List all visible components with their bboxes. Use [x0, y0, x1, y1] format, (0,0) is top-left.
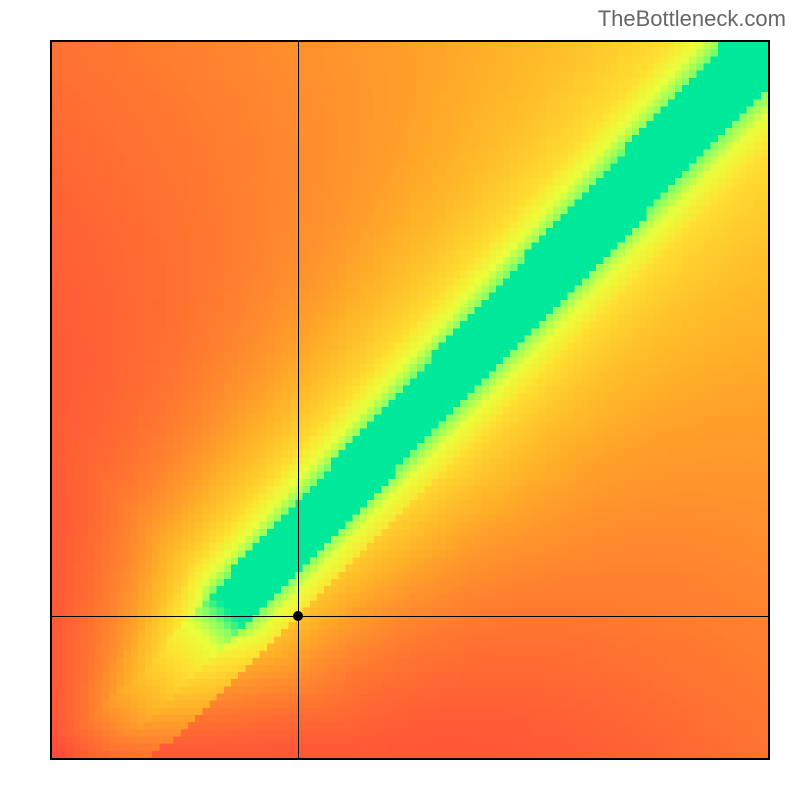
crosshair-vertical [298, 42, 299, 758]
heatmap-canvas [52, 42, 768, 758]
crosshair-horizontal [52, 616, 768, 617]
plot-frame [50, 40, 770, 760]
chart-container: TheBottleneck.com [0, 0, 800, 800]
crosshair-marker [293, 611, 303, 621]
watermark-text: TheBottleneck.com [598, 6, 786, 32]
